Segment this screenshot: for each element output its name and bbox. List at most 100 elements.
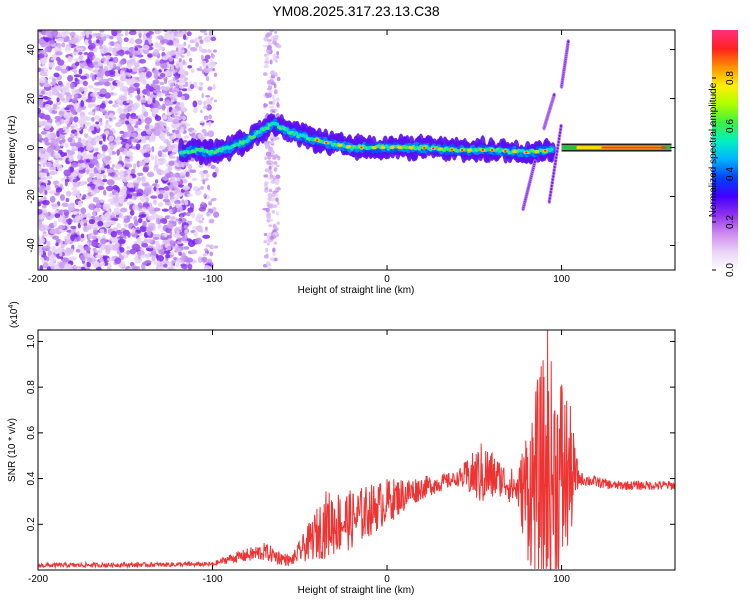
- track-peak: [431, 147, 435, 150]
- noise-blob: [109, 35, 114, 40]
- noise-blob: [118, 155, 123, 163]
- noise-blob: [57, 59, 65, 66]
- noise-blob: [74, 102, 80, 107]
- noise-streak-blob: [169, 243, 174, 248]
- noise-blob: [153, 72, 159, 79]
- noise-blob: [157, 202, 164, 207]
- noise-streak-blob: [262, 72, 268, 77]
- noise-blob: [63, 112, 70, 119]
- noise-streak-blob: [213, 99, 218, 103]
- noise-blob: [113, 176, 122, 181]
- noise-streak-blob: [180, 79, 185, 84]
- noise-blob: [46, 266, 51, 270]
- noise-streak-blob: [205, 117, 208, 121]
- x-tick-label: -100: [203, 574, 223, 585]
- noise-streak-blob: [269, 30, 274, 33]
- noise-blob: [153, 261, 159, 265]
- noise-blob: [44, 184, 51, 191]
- noise-blob: [41, 204, 47, 209]
- noise-blob: [83, 246, 91, 252]
- noise-blob: [95, 202, 101, 209]
- noise-streak-blob: [179, 128, 185, 133]
- noise-streak-blob: [175, 218, 179, 222]
- noise-streak-blob: [199, 229, 204, 233]
- track-core: [294, 131, 299, 135]
- noise-streak-blob: [167, 113, 172, 116]
- noise-blob: [124, 50, 131, 55]
- noise-streak-blob: [208, 200, 212, 204]
- noise-streak-blob: [180, 256, 186, 261]
- noise-blob: [189, 46, 198, 52]
- noise-blob: [68, 155, 73, 160]
- noise-streak-blob: [178, 238, 182, 243]
- noise-streak-blob: [203, 193, 206, 198]
- noise-streak-blob: [275, 174, 281, 179]
- noise-streak-blob: [265, 260, 271, 266]
- track-hot: [337, 143, 343, 147]
- noise-blob: [128, 37, 135, 45]
- noise-streak-blob: [169, 181, 174, 187]
- noise-blob: [52, 89, 60, 96]
- noise-streak-blob: [182, 84, 188, 87]
- noise-blob: [69, 166, 75, 173]
- noise-blob: [91, 179, 97, 183]
- noise-blob: [44, 180, 49, 184]
- noise-blob: [108, 135, 115, 142]
- noise-blob: [162, 114, 168, 120]
- noise-blob: [68, 204, 76, 212]
- noise-blob: [157, 104, 162, 110]
- noise-blob: [207, 130, 215, 138]
- noise-blob: [72, 210, 78, 216]
- noise-blob: [99, 102, 106, 109]
- noise-blob: [128, 267, 133, 270]
- noise-streak-blob: [263, 36, 269, 42]
- noise-streak-blob: [276, 101, 280, 108]
- noise-blob: [99, 228, 105, 234]
- noise-blob: [46, 241, 51, 246]
- noise-blob: [182, 212, 187, 216]
- colorbar-bar: [712, 30, 738, 270]
- noise-blob: [158, 157, 167, 165]
- noise-blob: [105, 119, 109, 126]
- noise-streak-blob: [175, 53, 179, 58]
- track-core: [236, 142, 241, 147]
- noise-blob: [101, 144, 109, 152]
- noise-blob: [157, 46, 166, 51]
- noise-blob: [178, 83, 185, 89]
- noise-blob: [153, 186, 157, 192]
- y-tick-label: 0.8: [26, 380, 37, 394]
- noise-blob: [94, 216, 102, 222]
- noise-streak-blob: [268, 267, 272, 270]
- noise-blob: [73, 116, 79, 123]
- noise-blob: [142, 166, 149, 173]
- noise-streak-blob: [167, 63, 173, 67]
- noise-blob: [105, 48, 114, 52]
- noise-blob: [159, 97, 164, 102]
- noise-blob: [141, 104, 146, 110]
- noise-blob: [71, 186, 77, 191]
- noise-blob: [157, 93, 163, 98]
- noise-streak-blob: [270, 180, 274, 184]
- noise-blob: [90, 140, 97, 146]
- noise-streak-blob: [209, 218, 215, 224]
- noise-blob: [38, 240, 42, 246]
- noise-blob: [173, 86, 180, 92]
- noise-streak-blob: [273, 241, 278, 245]
- noise-blob: [58, 224, 66, 230]
- noise-streak-blob: [203, 38, 208, 42]
- noise-streak-blob: [180, 173, 186, 176]
- noise-blob: [94, 147, 99, 152]
- noise-blob: [61, 85, 69, 91]
- noise-blob: [154, 160, 158, 165]
- noise-blob: [64, 142, 69, 148]
- noise-streak-blob: [177, 67, 181, 71]
- noise-streak-blob: [265, 247, 269, 253]
- noise-blob: [99, 199, 105, 203]
- noise-blob: [137, 202, 143, 208]
- noise-blob: [109, 143, 115, 151]
- noise-blob: [61, 177, 65, 182]
- noise-streak-blob: [182, 59, 186, 65]
- noise-blob: [42, 199, 50, 206]
- noise-blob: [61, 138, 66, 143]
- noise-blob: [187, 263, 193, 270]
